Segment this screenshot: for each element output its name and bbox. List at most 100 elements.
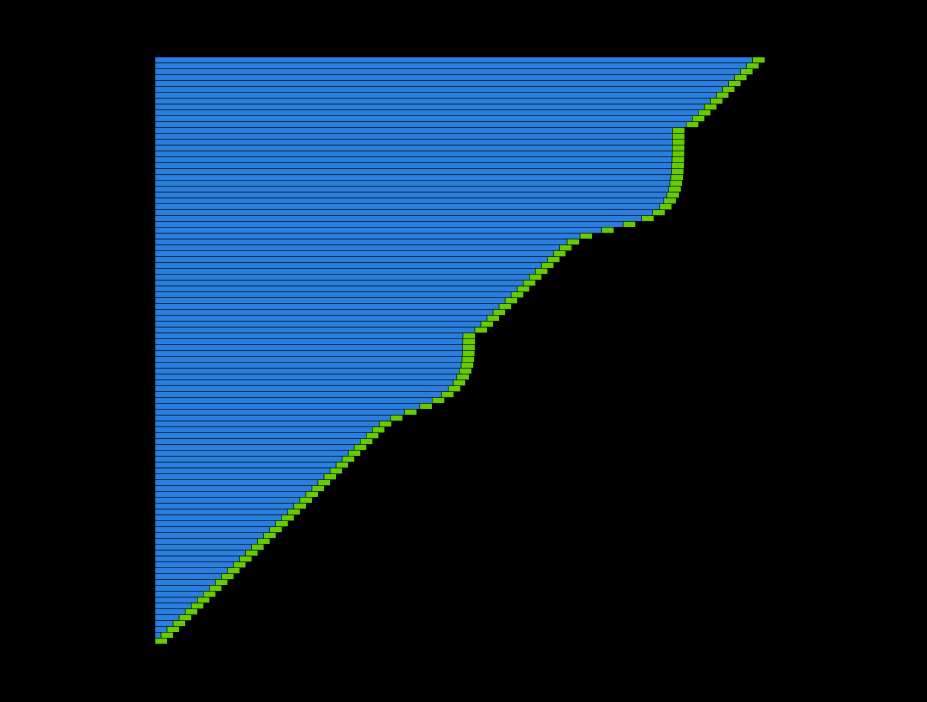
- bar-green: [735, 75, 747, 81]
- bar-blue: [155, 227, 602, 233]
- bar-blue: [155, 122, 686, 128]
- bar-blue: [155, 298, 505, 304]
- bar-blue: [155, 368, 459, 374]
- bar-green: [306, 491, 318, 497]
- bar-blue: [155, 86, 722, 92]
- bar-blue: [155, 615, 179, 621]
- bar-blue: [155, 251, 553, 257]
- bar-blue: [155, 609, 185, 615]
- bar-blue: [155, 591, 203, 597]
- bar-green: [197, 597, 209, 603]
- bar-blue: [155, 603, 191, 609]
- bar-green: [288, 509, 300, 515]
- bar-blue: [155, 521, 276, 527]
- bar-green: [547, 257, 559, 263]
- bar-green: [185, 609, 197, 615]
- bar-green: [404, 409, 416, 415]
- bar-green: [716, 92, 728, 98]
- bar-green: [258, 538, 270, 544]
- bar-blue: [155, 544, 252, 550]
- bar-green: [161, 632, 173, 638]
- bar-green: [511, 292, 523, 298]
- bar-green: [366, 433, 378, 439]
- bar-green: [379, 421, 391, 427]
- bar-blue: [155, 421, 379, 427]
- bar-green: [354, 444, 366, 450]
- bar-green: [541, 262, 553, 268]
- bar-green: [203, 591, 215, 597]
- bar-green: [670, 180, 682, 186]
- bar-blue: [155, 562, 233, 568]
- bar-blue: [155, 433, 366, 439]
- bar-green: [493, 309, 505, 315]
- bar-blue: [155, 621, 173, 627]
- bar-green: [221, 574, 233, 580]
- bar-blue: [155, 474, 324, 480]
- bar-green: [167, 626, 179, 632]
- bar-green: [653, 210, 665, 216]
- bar-blue: [155, 462, 336, 468]
- bar-green: [686, 122, 698, 128]
- bar-green: [553, 251, 565, 257]
- bar-green: [672, 133, 684, 139]
- bar-green: [623, 221, 635, 227]
- bar-blue: [155, 210, 653, 216]
- bar-green: [753, 57, 765, 63]
- bar-green: [463, 345, 475, 351]
- bar-blue: [155, 315, 487, 321]
- bar-green: [567, 239, 579, 245]
- bar-blue: [155, 69, 741, 75]
- bar-blue: [155, 409, 404, 415]
- bar-blue: [155, 63, 747, 69]
- bar-blue: [155, 444, 354, 450]
- bar-blue: [155, 380, 453, 386]
- bar-blue: [155, 139, 672, 145]
- bar-green: [209, 585, 221, 591]
- bar-blue: [155, 157, 672, 163]
- bar-blue: [155, 362, 461, 368]
- bar-blue: [155, 509, 288, 515]
- bar-green: [342, 456, 354, 462]
- bar-green: [499, 304, 511, 310]
- bar-green: [246, 550, 258, 556]
- bar-green: [462, 356, 474, 362]
- bar-blue: [155, 286, 517, 292]
- bar-green: [270, 527, 282, 533]
- bar-blue: [155, 57, 753, 63]
- bar-blue: [155, 515, 282, 521]
- bar-green: [559, 245, 571, 251]
- bar-green: [664, 198, 676, 204]
- bar-blue: [155, 304, 499, 310]
- bar-green: [453, 380, 465, 386]
- bar-blue: [155, 239, 567, 245]
- bar-green: [448, 386, 460, 392]
- bar-green: [191, 603, 203, 609]
- bar-green: [487, 315, 499, 321]
- bar-blue: [155, 163, 672, 169]
- bar-blue: [155, 180, 670, 186]
- bar-green: [252, 544, 264, 550]
- bar-green: [672, 139, 684, 145]
- bar-blue: [155, 392, 441, 398]
- bar-blue: [155, 497, 300, 503]
- bar-green: [741, 69, 753, 75]
- bar-green: [698, 110, 710, 116]
- bar-blue: [155, 174, 671, 180]
- bar-green: [672, 169, 684, 175]
- bar-blue: [155, 268, 535, 274]
- bar-blue: [155, 75, 735, 81]
- bar-green: [463, 333, 475, 339]
- bar-blue: [155, 80, 728, 86]
- bar-blue: [155, 280, 523, 286]
- bar-green: [481, 321, 493, 327]
- bar-green: [672, 157, 684, 163]
- bar-blue: [155, 626, 167, 632]
- bar-blue: [155, 351, 463, 357]
- bar-blue: [155, 169, 672, 175]
- bar-green: [300, 497, 312, 503]
- bar-blue: [155, 192, 667, 198]
- bar-green: [318, 480, 330, 486]
- bar-green: [432, 397, 444, 403]
- bar-blue: [155, 98, 710, 104]
- bar-green: [348, 450, 360, 456]
